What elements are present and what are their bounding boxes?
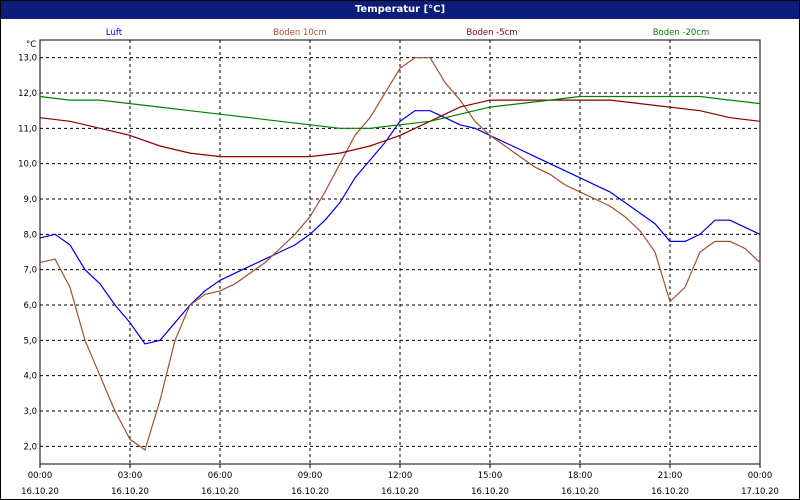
x-tick-time-label: 21:00: [658, 471, 683, 481]
y-tick-label: 12,0: [18, 89, 37, 99]
legend-entry: Boden -20cm: [653, 28, 710, 38]
x-tick-date-label: 17.10.20: [741, 487, 779, 497]
x-tick-time-label: 03:00: [118, 471, 143, 481]
x-tick-time-label: 00:00: [28, 471, 53, 481]
x-tick-date-label: 16.10.20: [21, 487, 59, 497]
x-tick-date-label: 16.10.20: [471, 487, 509, 497]
series-line: [39, 110, 761, 345]
series-line: [39, 57, 761, 451]
x-tick-date-label: 16.10.20: [561, 487, 599, 497]
y-tick-label: 7,0: [23, 266, 37, 276]
y-tick-label: 9,0: [23, 195, 37, 205]
y-tick-label: 8,0: [23, 230, 37, 240]
chart-title: Temperatur [°C]: [1, 1, 799, 19]
y-tick-label: 10,0: [18, 160, 37, 170]
y-tick-label: 2,0: [23, 442, 37, 452]
x-tick-time-label: 12:00: [388, 471, 413, 481]
x-tick-date-label: 16.10.20: [291, 487, 329, 497]
y-tick-label: 11,0: [18, 124, 37, 134]
x-tick-date-label: 16.10.20: [651, 487, 689, 497]
x-tick-date-label: 16.10.20: [381, 487, 419, 497]
series-line: [39, 99, 761, 158]
x-tick-date-label: 16.10.20: [201, 487, 239, 497]
legend-entry: Luft: [106, 28, 123, 38]
y-tick-label: 3,0: [23, 407, 37, 417]
y-tick-label: 13,0: [18, 54, 37, 64]
y-axis-unit-label: °C: [26, 40, 36, 50]
y-tick-label: 5,0: [23, 336, 37, 346]
y-tick-label: 6,0: [23, 301, 37, 311]
legend-entry: Boden -5cm: [466, 28, 517, 38]
series-line: [39, 95, 761, 129]
legend-entry: Boden 10cm: [273, 28, 327, 38]
x-tick-time-label: 09:00: [298, 471, 323, 481]
x-tick-time-label: 18:00: [568, 471, 593, 481]
y-tick-label: 4,0: [23, 372, 37, 382]
x-tick-time-label: 15:00: [478, 471, 503, 481]
x-tick-time-label: 06:00: [208, 471, 233, 481]
x-tick-time-label: 00:00: [748, 471, 773, 481]
x-tick-date-label: 16.10.20: [111, 487, 149, 497]
